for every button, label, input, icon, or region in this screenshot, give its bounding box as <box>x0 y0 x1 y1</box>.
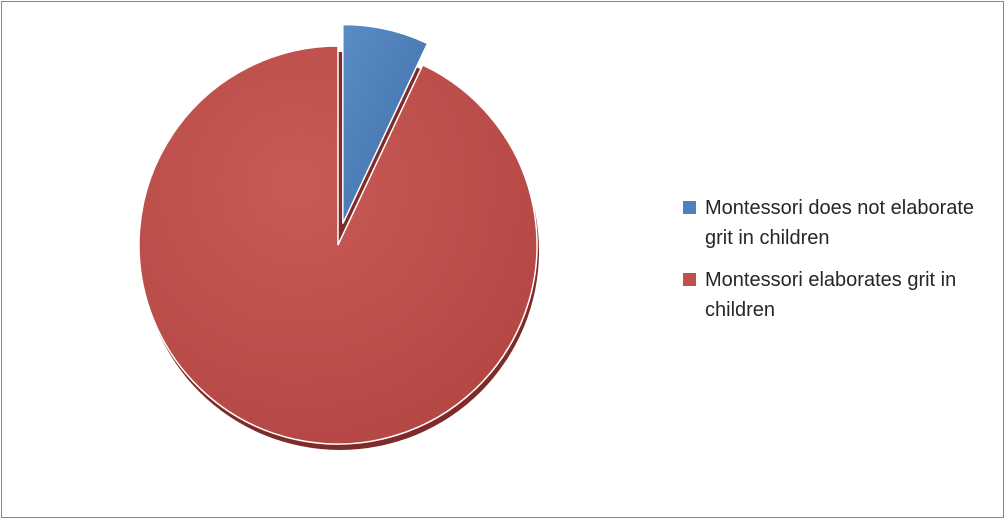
legend-item-does-not-elaborate: Montessori does not elaborate grit in ch… <box>683 193 993 253</box>
legend-label: Montessori elaborates grit in children <box>705 269 957 321</box>
pie-slice-does-not-elaborate <box>342 23 429 224</box>
legend-swatch-blue <box>683 201 696 214</box>
legend-item-elaborates: Montessori elaborates grit in children <box>683 265 993 325</box>
chart-legend: Montessori does not elaborate grit in ch… <box>683 193 993 337</box>
legend-label: Montessori does not elaborate grit in ch… <box>705 197 975 249</box>
legend-swatch-red <box>683 273 696 286</box>
pie-slice-elaborates <box>138 45 538 445</box>
